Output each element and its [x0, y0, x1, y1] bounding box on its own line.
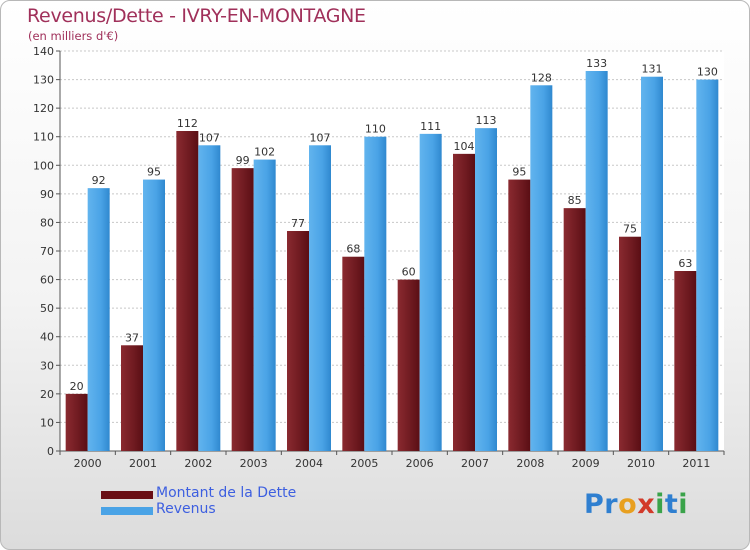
- legend-label-dette: Montant de la Dette: [156, 485, 297, 501]
- x-tick-label: 2011: [682, 457, 710, 470]
- bar-dette: [508, 179, 531, 452]
- data-label-revenus: 113: [476, 114, 497, 127]
- data-label-revenus: 128: [531, 71, 552, 84]
- data-label-dette: 99: [236, 154, 250, 167]
- data-label-revenus: 107: [310, 131, 331, 144]
- data-label-dette: 95: [512, 166, 526, 179]
- data-label-dette: 77: [291, 217, 305, 230]
- data-label-revenus: 133: [586, 57, 607, 70]
- chart-title: Revenus/Dette - IVRY-EN-MONTAGNE: [27, 5, 366, 27]
- bar-revenus: [419, 133, 442, 451]
- y-tick-label: 0: [47, 445, 54, 458]
- logo-letter: t: [664, 489, 679, 520]
- legend-swatch-dette: [101, 491, 153, 499]
- y-tick-label: 60: [40, 274, 54, 287]
- logo-letter: o: [618, 489, 638, 520]
- y-tick-label: 80: [40, 216, 54, 229]
- y-tick-label: 100: [33, 159, 54, 172]
- bar-dette: [397, 279, 420, 451]
- legend-label-revenus: Revenus: [156, 501, 216, 517]
- data-label-revenus: 110: [365, 123, 386, 136]
- bar-dette: [176, 131, 199, 451]
- x-tick-label: 2004: [295, 457, 323, 470]
- y-tick-label: 10: [40, 416, 54, 429]
- data-label-revenus: 92: [92, 174, 106, 187]
- x-tick-label: 2000: [74, 457, 102, 470]
- bar-dette: [287, 231, 309, 451]
- y-tick-label: 120: [33, 102, 54, 115]
- data-label-dette: 75: [623, 223, 637, 236]
- x-tick-label: 2005: [350, 457, 378, 470]
- logo-letter: P: [584, 489, 605, 520]
- data-label-revenus: 107: [199, 131, 220, 144]
- data-label-dette: 37: [125, 331, 139, 344]
- logo-letter: x: [637, 489, 656, 520]
- y-tick-label: 30: [40, 359, 54, 372]
- bar-dette: [121, 345, 143, 451]
- bar-revenus: [475, 128, 497, 451]
- y-tick-label: 20: [40, 388, 54, 401]
- data-label-dette: 104: [454, 140, 475, 153]
- data-label-revenus: 111: [420, 120, 441, 133]
- bar-dette: [453, 153, 475, 451]
- x-tick-label: 2006: [406, 457, 434, 470]
- x-tick-label: 2003: [240, 457, 268, 470]
- y-tick-label: 140: [33, 45, 54, 58]
- bar-revenus: [198, 145, 221, 452]
- bar-dette: [619, 236, 641, 451]
- y-tick-label: 40: [40, 331, 54, 344]
- bar-revenus: [585, 71, 608, 451]
- data-label-dette: 60: [402, 266, 416, 279]
- x-tick-label: 2010: [627, 457, 655, 470]
- data-label-revenus: 130: [697, 66, 718, 79]
- data-label-dette: 85: [568, 194, 582, 207]
- x-tick-label: 2008: [516, 457, 544, 470]
- legend-swatch-revenus: [101, 507, 153, 515]
- bar-revenus: [253, 159, 276, 452]
- bar-revenus: [143, 179, 165, 452]
- y-tick-label: 50: [40, 302, 54, 315]
- bar-dette: [674, 271, 697, 451]
- data-label-dette: 68: [346, 243, 360, 256]
- logo-letter: r: [604, 489, 619, 520]
- bar-revenus: [87, 188, 110, 451]
- bar-revenus: [364, 136, 387, 451]
- data-label-dette: 20: [70, 380, 84, 393]
- bar-revenus: [641, 76, 663, 451]
- y-tick-label: 90: [40, 188, 54, 201]
- data-label-dette: 112: [177, 117, 198, 130]
- y-tick-label: 70: [40, 245, 54, 258]
- data-label-dette: 63: [678, 257, 692, 270]
- x-tick-label: 2001: [129, 457, 157, 470]
- data-label-revenus: 95: [147, 166, 161, 179]
- bar-dette: [342, 256, 365, 451]
- bar-revenus: [696, 79, 719, 452]
- x-tick-label: 2002: [184, 457, 212, 470]
- data-label-revenus: 131: [642, 63, 663, 76]
- proxiti-logo: Proxiti: [584, 489, 688, 520]
- bar-dette: [65, 393, 88, 451]
- bar-revenus: [309, 145, 331, 452]
- y-tick-label: 130: [33, 74, 54, 87]
- bar-dette: [231, 168, 254, 451]
- data-label-revenus: 102: [254, 146, 275, 159]
- chart-subtitle: (en milliers d'€): [28, 29, 119, 43]
- logo-letter: i: [678, 489, 689, 520]
- x-tick-label: 2007: [461, 457, 489, 470]
- bar-dette: [563, 208, 586, 451]
- logo-letter: i: [655, 489, 665, 520]
- bar-revenus: [530, 85, 553, 452]
- y-tick-label: 110: [33, 131, 54, 144]
- x-tick-label: 2009: [572, 457, 600, 470]
